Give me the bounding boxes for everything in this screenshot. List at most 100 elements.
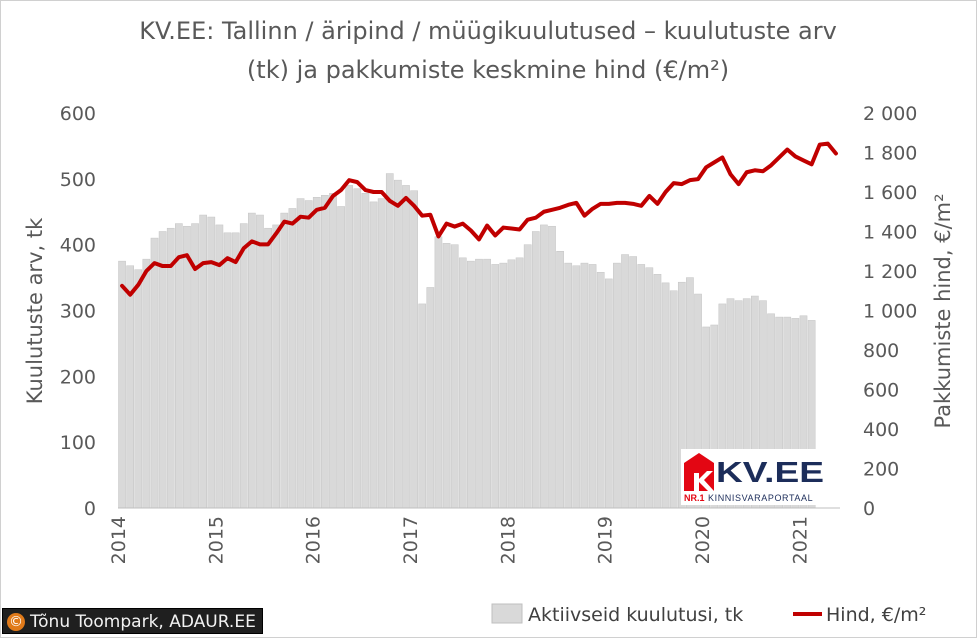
bar — [515, 257, 524, 509]
bar — [645, 267, 654, 509]
bar — [442, 243, 451, 509]
bar — [329, 193, 337, 509]
x-tick-label: 2020 — [692, 516, 714, 564]
chart-subtitle: (tk) ja pakkumiste keskmine hind (€/m²) — [247, 56, 729, 84]
bar — [434, 236, 443, 509]
bar — [499, 262, 508, 509]
house-icon — [684, 453, 714, 491]
bar — [669, 290, 678, 509]
bar — [604, 278, 613, 509]
bar — [158, 231, 167, 509]
k-letter-icon — [694, 471, 714, 491]
bar — [596, 272, 605, 509]
bar — [458, 257, 467, 509]
bar — [661, 282, 670, 509]
x-tick-label: 2014 — [108, 516, 130, 564]
right-tick-label: 1 200 — [863, 261, 917, 283]
logo-tagline: KINNISVARAPORTAAL — [708, 493, 813, 503]
legend-swatch-bars — [491, 603, 523, 624]
bar — [223, 232, 232, 509]
legend-label-line: Hind, €/m² — [826, 604, 926, 626]
bar — [402, 185, 410, 509]
bar — [126, 265, 134, 509]
bar — [361, 193, 370, 509]
copyright-icon: © — [7, 613, 25, 631]
right-tick-label: 200 — [863, 459, 899, 481]
bar — [239, 223, 248, 509]
right-axis-label: Pakkumiste hind, €/m² — [931, 193, 955, 428]
line-series — [120, 141, 838, 297]
bar — [166, 227, 175, 509]
bar — [272, 224, 281, 509]
bar — [394, 179, 402, 509]
x-tick-label: 2017 — [400, 516, 422, 564]
bar — [629, 256, 637, 509]
bar — [475, 258, 483, 509]
bar — [418, 303, 427, 509]
bar — [150, 237, 159, 509]
bar — [483, 258, 491, 509]
bar — [572, 265, 581, 509]
right-tick-label: 1 400 — [863, 222, 917, 244]
credit-badge: © Tõnu Toompark, ADAUR.EE — [2, 608, 263, 634]
bar — [321, 195, 329, 509]
right-tick-label: 2 000 — [863, 103, 917, 125]
bar — [385, 173, 394, 509]
bar — [175, 223, 183, 509]
bar — [312, 197, 321, 509]
legend: Aktiivseid kuulutusi, tk Hind, €/m² — [491, 603, 926, 626]
x-tick-label: 2016 — [303, 516, 325, 564]
bar — [264, 227, 272, 509]
x-tick-label: 2018 — [497, 516, 519, 564]
left-tick-label: 100 — [60, 432, 96, 454]
bar-series — [118, 173, 816, 509]
left-tick-label: 0 — [84, 498, 96, 520]
chart-title: KV.EE: Tallinn / äripind / müügikuulutus… — [139, 17, 837, 45]
bar — [231, 232, 240, 509]
bar — [353, 188, 362, 509]
bar — [588, 264, 597, 509]
bar — [256, 214, 264, 509]
right-tick-label: 600 — [863, 380, 899, 402]
left-tick-label: 200 — [60, 366, 96, 388]
bar — [345, 185, 354, 509]
right-tick-label: 800 — [863, 340, 899, 362]
bar — [377, 198, 386, 509]
bar — [248, 212, 256, 509]
logo-tagline-prefix: NR.1 — [684, 493, 705, 503]
bar — [288, 208, 297, 509]
bar — [369, 201, 378, 509]
right-tick-label: 1 800 — [863, 143, 917, 165]
bar — [621, 254, 629, 509]
bar — [199, 214, 208, 509]
left-tick-label: 300 — [60, 301, 96, 323]
bar — [507, 259, 516, 509]
bar — [580, 262, 589, 509]
bar — [531, 231, 540, 509]
x-axis: 2014 2015 2016 2017 2018 2019 2020 2021 — [108, 507, 840, 564]
bar — [637, 264, 646, 509]
right-tick-label: 400 — [863, 419, 899, 441]
bar — [337, 206, 345, 509]
bar — [613, 262, 621, 509]
x-tick-label: 2015 — [205, 516, 227, 564]
legend-label-bars: Aktiivseid kuulutusi, tk — [528, 604, 743, 626]
bar — [134, 269, 143, 509]
left-tick-label: 500 — [60, 169, 96, 191]
bar — [280, 212, 289, 509]
bar — [450, 244, 459, 509]
logo-brand: KV.EE — [716, 457, 824, 489]
bar — [426, 287, 435, 509]
credit-text: Tõnu Toompark, ADAUR.EE — [30, 612, 256, 632]
right-tick-label: 1 000 — [863, 301, 917, 323]
logo-graphic: KV.EE NR.1 KINNISVARAPORTAAL — [684, 453, 824, 503]
left-axis: 0 100 200 300 400 500 600 — [60, 103, 96, 520]
bar — [564, 262, 573, 509]
bar — [215, 224, 224, 509]
bar — [653, 274, 662, 509]
bar — [296, 198, 305, 509]
bar — [142, 258, 151, 509]
right-tick-label: 1 600 — [863, 182, 917, 204]
bar — [491, 264, 500, 509]
